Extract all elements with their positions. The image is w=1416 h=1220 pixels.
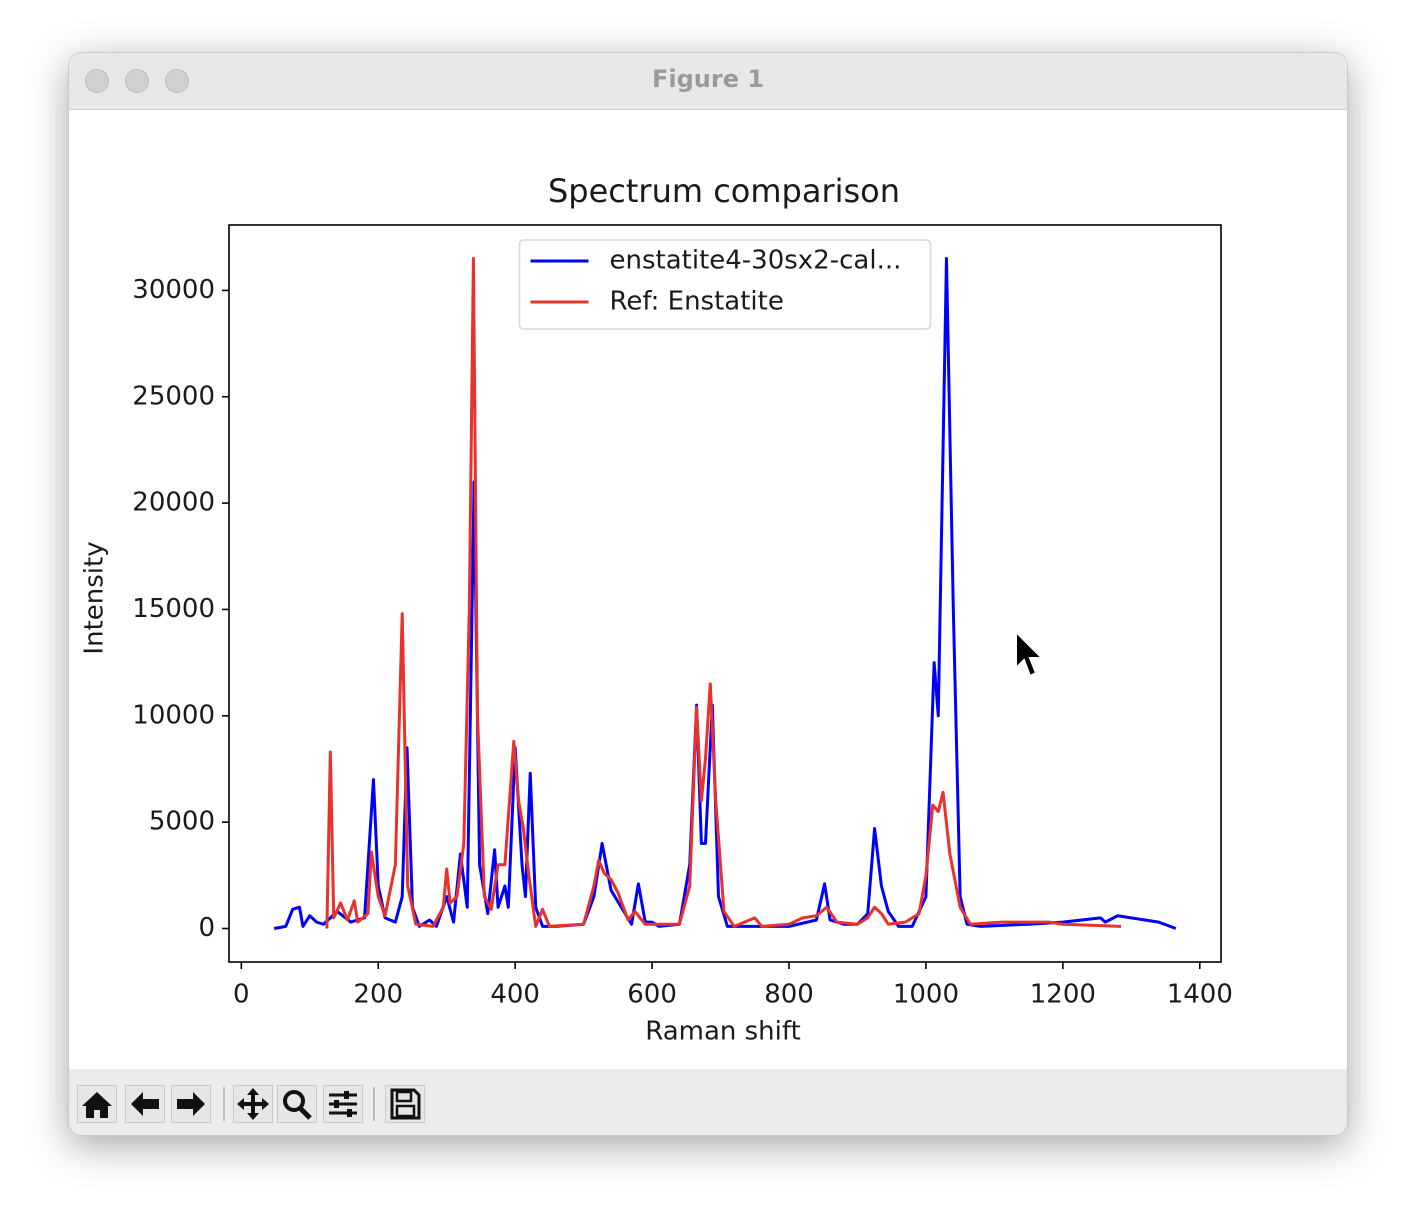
zoom-tool-button[interactable] xyxy=(277,1085,317,1123)
minimize-button[interactable] xyxy=(125,69,149,93)
series-line xyxy=(273,257,1177,930)
y-tick-label: 5000 xyxy=(149,807,215,837)
toolbar xyxy=(69,1069,1347,1135)
pan-button[interactable] xyxy=(233,1085,273,1123)
forward-icon xyxy=(177,1092,205,1116)
x-tick-label: 800 xyxy=(764,980,814,1010)
x-tick-label: 200 xyxy=(353,980,403,1010)
legend-label: enstatite4-30sx2-cal... xyxy=(610,246,902,276)
configure-icon xyxy=(329,1091,357,1117)
save-button[interactable] xyxy=(385,1085,425,1123)
plot-frame xyxy=(228,224,1222,963)
configure-button[interactable] xyxy=(323,1085,363,1123)
zoom-button[interactable] xyxy=(165,69,189,93)
zoom-icon xyxy=(283,1090,312,1120)
mouse-cursor xyxy=(1015,629,1045,678)
y-axis-label: Intensity xyxy=(80,541,110,654)
pan-icon xyxy=(237,1088,269,1120)
y-tick-label: 25000 xyxy=(132,381,215,411)
back-button[interactable] xyxy=(125,1085,165,1123)
home-button[interactable] xyxy=(77,1085,117,1123)
x-axis-label: Raman shift xyxy=(645,1017,801,1047)
y-tick-label: 0 xyxy=(198,913,215,943)
x-tick-label: 400 xyxy=(490,980,540,1010)
back-icon xyxy=(131,1092,159,1116)
save-icon xyxy=(390,1088,421,1120)
separator xyxy=(223,1087,225,1121)
x-tick-label: 0 xyxy=(233,980,250,1010)
home-icon xyxy=(82,1092,112,1118)
chart-title: Spectrum comparison xyxy=(548,172,900,210)
x-tick-label: 1000 xyxy=(893,980,959,1010)
legend-label: Ref: Enstatite xyxy=(610,287,784,317)
window-title: Figure 1 xyxy=(651,65,765,93)
x-tick-label: 1200 xyxy=(1030,980,1096,1010)
y-tick-label: 30000 xyxy=(132,275,215,305)
legend: enstatite4-30sx2-cal... Ref: Enstatite xyxy=(518,239,932,330)
x-tick-label: 600 xyxy=(627,980,677,1010)
y-tick-label: 10000 xyxy=(132,700,215,730)
title-bar: Figure 1 xyxy=(69,53,1347,110)
series-line xyxy=(325,257,1122,929)
y-tick-label: 15000 xyxy=(132,594,215,624)
separator xyxy=(373,1087,375,1121)
y-tick-label: 20000 xyxy=(132,488,215,518)
close-button[interactable] xyxy=(85,69,109,93)
legend-box xyxy=(518,239,932,330)
window: Figure 1 xyxy=(68,52,1348,1136)
forward-button[interactable] xyxy=(171,1085,211,1123)
x-tick-label: 1400 xyxy=(1167,980,1233,1010)
